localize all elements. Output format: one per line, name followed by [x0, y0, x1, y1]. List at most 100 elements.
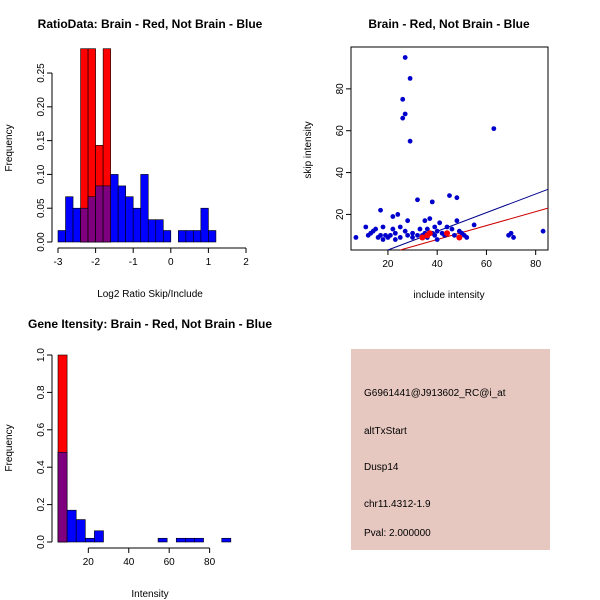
gene-intensity-y-tick-label: 0.2 [36, 497, 47, 511]
scatter-brain-point [426, 230, 433, 237]
gene-intensity-notbrain-bar [75, 519, 86, 543]
scatter-notbrain-point [392, 230, 398, 236]
scatter-notbrain-point [415, 197, 420, 203]
ratio-histogram-notbrain-bar [57, 230, 66, 243]
ratio-histogram-notbrain-bar [72, 207, 81, 243]
scatter-notbrain-point [427, 216, 433, 222]
scatter-notbrain-point [402, 228, 408, 234]
probe-info-panel: G6961441@J913602_RC@i_at altTxStart Dusp… [351, 349, 550, 550]
scatter-notbrain-point [491, 126, 497, 132]
ratio-histogram-ylabel: Frequency [4, 124, 15, 171]
scatter-notbrain-point [454, 195, 460, 201]
gene-intensity-overlap-bar [57, 451, 68, 543]
scatter-notbrain-point [410, 235, 415, 240]
ratio-histogram-notbrain-bar [140, 174, 149, 243]
scatter-notbrain-point [540, 228, 546, 234]
scatter-title: Brain - Red, Not Brain - Blue [368, 17, 530, 31]
gene-intensity-notbrain-bar [221, 537, 232, 543]
scatter-notbrain-point [397, 235, 403, 240]
scatter-notbrain-point [434, 237, 440, 242]
ratio-histogram-y-tick-label: 0.25 [36, 63, 47, 83]
gene-intensity-notbrain-bar [185, 537, 195, 543]
ratio-histogram-xlabel: Log2 Ratio Skip/Include [97, 289, 203, 300]
gene-intensity-y-tick-label: 1.0 [36, 348, 47, 362]
gene-intensity-notbrain-bar [157, 537, 168, 543]
scatter-notbrain-point [390, 214, 396, 219]
ratio-histogram-x-tick-label: -3 [54, 257, 63, 268]
scatter-brain-point [456, 234, 463, 241]
location-text: chr11.4312-1.9 [364, 499, 431, 510]
scatter-ylabel: skip intensity [303, 121, 314, 178]
ratio-histogram-overlap-bar [87, 196, 96, 243]
ratio-histogram-notbrain-bar [185, 230, 194, 243]
scatter-x-tick-label: 60 [481, 259, 493, 270]
gene-intensity-y-tick-label: 0.8 [36, 385, 47, 399]
scatter-brain-point [444, 230, 451, 237]
ratio-histogram-notbrain-bar [155, 219, 164, 243]
scatter-notbrain-point [363, 224, 369, 230]
gene-intensity-bars [57, 354, 232, 543]
gene-intensity-x-tick-label: 80 [204, 557, 216, 568]
scatter-notbrain-point [392, 237, 398, 242]
scatter-notbrain-point [402, 55, 408, 60]
gene-intensity-notbrain-bar [175, 537, 186, 543]
scatter-fit-line [387, 188, 549, 251]
scatter-notbrain-point [405, 218, 411, 224]
pval-text: Pval: 2.000000 [364, 528, 431, 539]
ratio-histogram-panel: RatioData: Brain - Red, Not Brain - Blue… [4, 17, 263, 300]
ratio-histogram-y-tick-label: 0.15 [36, 130, 47, 150]
gene-intensity-notbrain-bar [94, 530, 104, 543]
scatter-notbrain-point [353, 235, 359, 240]
ratio-histogram-x-tick-label: -2 [91, 257, 100, 268]
scatter-notbrain-point [437, 220, 443, 226]
ratio-histogram-notbrain-bar [208, 230, 217, 243]
ratio-histogram-notbrain-bar [132, 207, 142, 243]
ratio-histogram-overlap-bar [95, 185, 104, 243]
scatter-y-tick-label: 80 [335, 83, 346, 95]
scatter-notbrain-point [402, 111, 408, 117]
probe-info-background [351, 349, 550, 550]
probe-id-text: G6961441@J913602_RC@i_at [364, 388, 506, 399]
scatter-notbrain-point [444, 224, 450, 230]
ratio-histogram-y-tick-label: 0.10 [36, 164, 47, 184]
scatter-plot-box [350, 46, 549, 251]
scatter-fit-line [400, 207, 549, 251]
ratio-histogram-y-tick-label: 0.05 [36, 198, 47, 218]
gene-intensity-y-tick-label: 0.6 [36, 422, 47, 436]
gene-name-text: Dusp14 [364, 462, 399, 473]
ratio-histogram-y-tick-label: 0.00 [36, 232, 47, 252]
ratio-histogram-x-tick-label: 1 [206, 257, 212, 268]
gene-intensity-xlabel: Intensity [131, 589, 168, 600]
ratio-histogram-x-tick-label: 0 [168, 257, 174, 268]
ratio-histogram-notbrain-bar [110, 174, 119, 243]
scatter-notbrain-point [405, 232, 411, 238]
scatter-notbrain-point [378, 232, 383, 238]
scatter-notbrain-point [432, 224, 438, 230]
scatter-notbrain-point [397, 224, 403, 230]
scatter-notbrain-point [511, 235, 516, 240]
intensity-scatter-panel: Brain - Red, Not Brain - Blue include in… [303, 17, 549, 301]
scatter-brain-point [419, 234, 426, 241]
scatter-notbrain-point [378, 207, 383, 213]
scatter-notbrain-point [508, 230, 514, 236]
ratio-histogram-notbrain-bar [178, 230, 187, 243]
ratio-histogram-notbrain-bar [200, 207, 209, 243]
scatter-plot-area [353, 55, 549, 251]
scatter-notbrain-point [452, 232, 457, 238]
scatter-x-tick-label: 20 [382, 259, 394, 270]
scatter-notbrain-point [464, 235, 470, 240]
scatter-notbrain-point [447, 193, 452, 198]
scatter-notbrain-point [407, 75, 413, 81]
scatter-notbrain-point [407, 138, 413, 144]
scatter-notbrain-point [471, 222, 477, 228]
scatter-y-tick-label: 40 [335, 167, 346, 179]
ratio-histogram-overlap-bar [102, 185, 111, 243]
gene-intensity-x-tick-label: 60 [164, 557, 176, 568]
scatter-notbrain-point [415, 232, 420, 238]
ratio-histogram-y-tick-label: 0.20 [36, 97, 47, 117]
scatter-notbrain-point [434, 228, 440, 234]
ratio-histogram-x-tick-label: -1 [129, 257, 138, 268]
scatter-notbrain-point [432, 232, 438, 238]
ratio-histogram-notbrain-bar [193, 230, 202, 243]
ratio-histogram-axes: 0.00 0.05 0.10 0.15 0.20 0.25 -3 -2 -1 0 1 2 [36, 63, 249, 268]
